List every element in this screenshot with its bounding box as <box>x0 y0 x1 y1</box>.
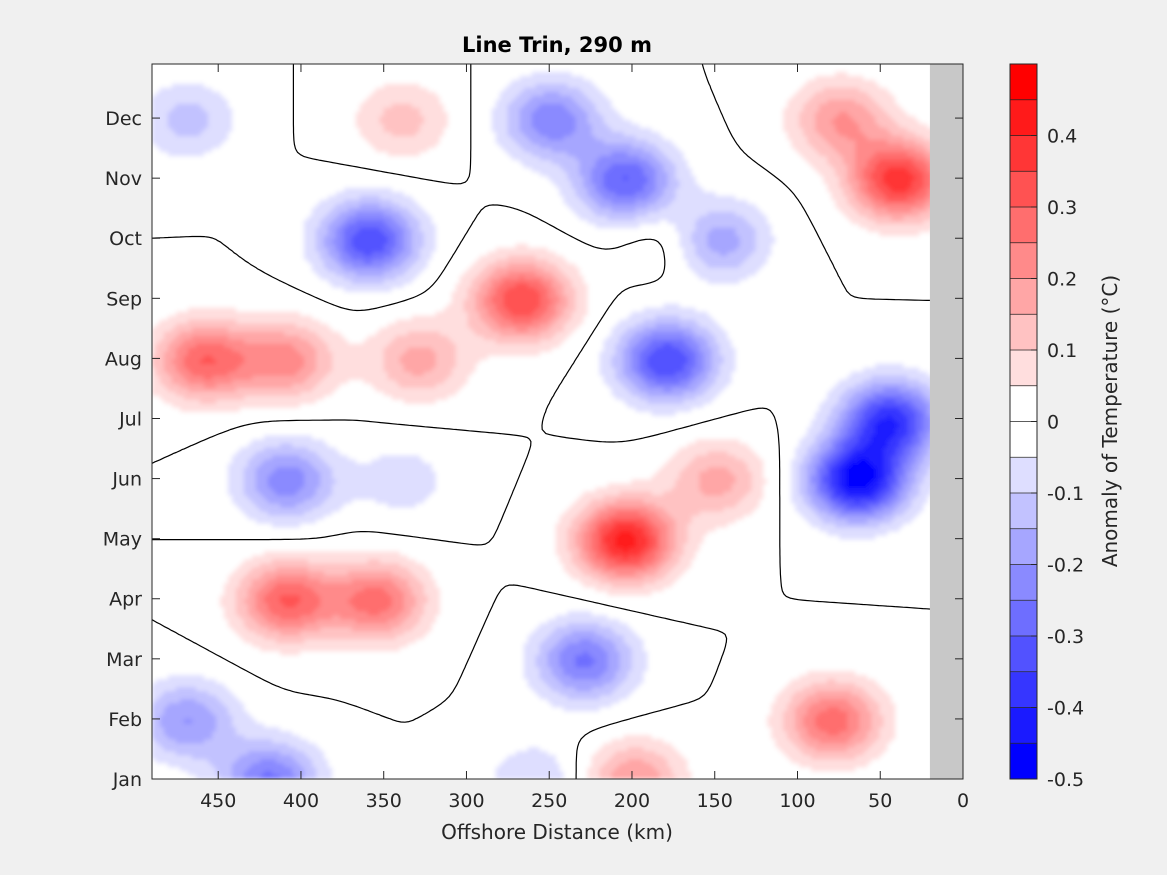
colorbar-segment <box>1010 385 1037 422</box>
y-tick-label: Mar <box>106 649 142 671</box>
colorbar-tick-label: -0.3 <box>1047 626 1084 648</box>
colorbar-segment <box>1010 743 1037 780</box>
y-tick-label: Jul <box>118 408 142 430</box>
colorbar-tick-label: -0.1 <box>1047 483 1084 505</box>
y-tick-label: Oct <box>109 228 142 250</box>
zero-contour-line <box>152 64 963 779</box>
plot-frame <box>151 63 964 780</box>
colorbar-tick-label: 0.1 <box>1047 340 1077 362</box>
x-tick-label: 150 <box>697 790 733 812</box>
colorbar-segment <box>1010 671 1037 708</box>
x-tick-label: 350 <box>366 790 402 812</box>
zero-contour-lines <box>152 64 963 779</box>
colorbar-tick-label: -0.2 <box>1047 555 1084 577</box>
colorbar-segment <box>1010 350 1037 387</box>
colorbar-segment <box>1010 564 1037 601</box>
y-axis: Jan Feb Mar Apr May Jun Jul Aug Sep Oct Nov Dec <box>103 108 963 791</box>
y-tick-label: Jun <box>111 469 142 491</box>
chart-title: Line Trin, 290 m <box>462 33 652 57</box>
x-axis-label: Offshore Distance (km) <box>441 820 673 844</box>
colorbar-tick-label: -0.4 <box>1047 698 1084 720</box>
x-tick-label: 50 <box>868 790 892 812</box>
y-tick-label: Aug <box>105 348 142 370</box>
no-data-region <box>929 64 963 779</box>
colorbar-tick-label: 0.3 <box>1047 197 1077 219</box>
colorbar-segment <box>1010 278 1037 315</box>
x-tick-label: 0 <box>957 790 969 812</box>
y-tick-label: Dec <box>105 108 142 130</box>
colorbar-segment <box>1010 457 1037 494</box>
colorbar-tick-label: 0.2 <box>1047 269 1077 291</box>
y-tick-label: Sep <box>106 288 142 310</box>
x-axis: 450 400 350 300 250 200 150 100 50 0 <box>200 64 969 812</box>
x-tick-label: 250 <box>531 790 567 812</box>
y-tick-label: Feb <box>108 709 142 731</box>
colorbar-segment <box>1010 707 1037 744</box>
x-tick-label: 200 <box>614 790 650 812</box>
contour-field <box>152 64 963 779</box>
colorbar-label: Anomaly of Temperature (°C) <box>1098 275 1122 567</box>
colorbar-tick-label: -0.5 <box>1047 769 1084 791</box>
x-tick-label: 100 <box>779 790 815 812</box>
colorbar-tick-label: 0.4 <box>1047 126 1077 148</box>
y-tick-label: May <box>103 529 142 551</box>
temperature-anomaly-field <box>152 64 963 779</box>
colorbar-segment <box>1010 64 1037 101</box>
colorbar-segment <box>1010 528 1037 565</box>
colorbar-segment <box>1010 600 1037 637</box>
colorbar-segment <box>1010 207 1037 244</box>
colorbar: 0.4 0.3 0.2 0.1 0 -0.1 -0.2 -0.3 -0.4 -0.5 <box>1009 63 1084 791</box>
colorbar-segment <box>1010 171 1037 208</box>
colorbar-segment <box>1010 421 1037 458</box>
y-tick-label: Nov <box>105 168 142 190</box>
y-tick-label: Apr <box>109 589 142 611</box>
x-tick-label: 300 <box>448 790 484 812</box>
colorbar-segment <box>1010 242 1037 279</box>
colorbar-segment <box>1010 314 1037 351</box>
colorbar-segment <box>1010 99 1037 136</box>
x-tick-label: 400 <box>283 790 319 812</box>
colorbar-segment <box>1010 636 1037 673</box>
colorbar-segment <box>1010 135 1037 172</box>
colorbar-segment <box>1010 493 1037 530</box>
colorbar-tick-label: 0 <box>1047 412 1059 434</box>
x-tick-label: 450 <box>200 790 236 812</box>
y-tick-label: Jan <box>112 769 142 791</box>
